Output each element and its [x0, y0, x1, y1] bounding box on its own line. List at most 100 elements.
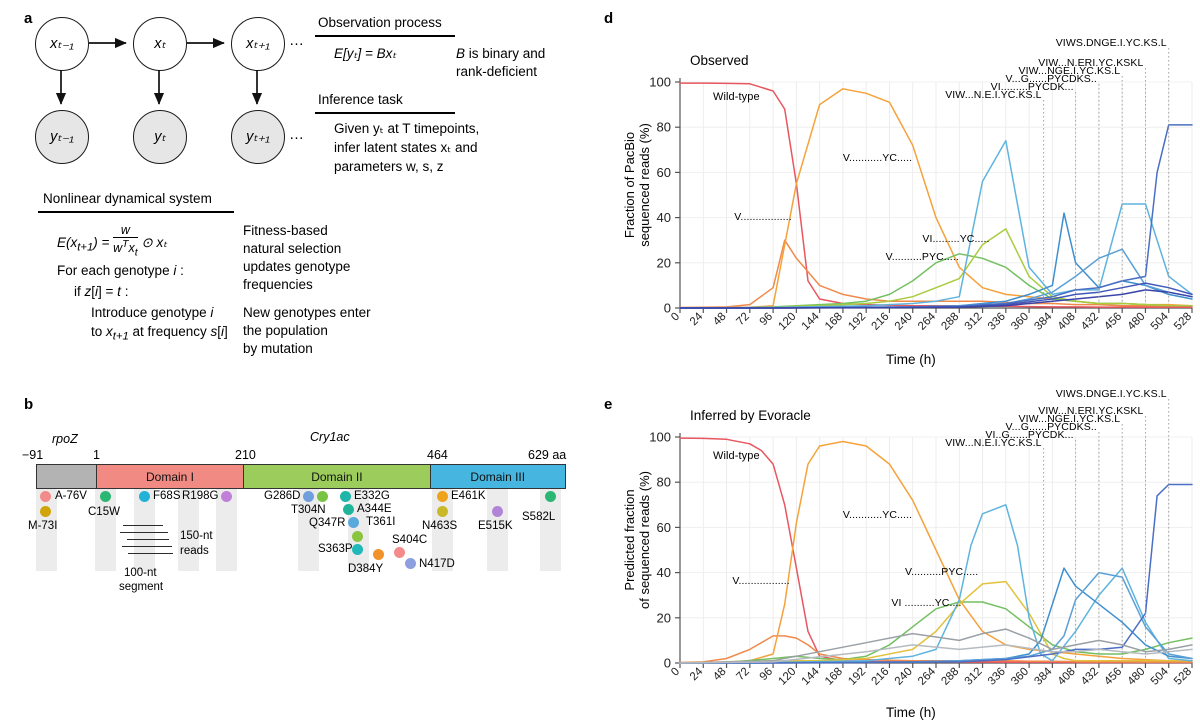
y-tick-label: 100 [649, 75, 671, 90]
observation-heading: Observation process [318, 15, 442, 30]
mutation-dot-r198g [221, 491, 232, 502]
segment-label-line1: 100-nt [124, 567, 157, 579]
x-tick-label: 192 [846, 666, 868, 688]
genotype-annotation: VIWS.DNGE.I.YC.KS.L [1055, 388, 1167, 400]
reads-label-line1: 150-nt [180, 530, 213, 542]
domain-i: Domain I [96, 465, 245, 488]
segment-shade [178, 489, 199, 571]
mutation-label-e461k: E461K [451, 490, 486, 502]
coord-210: 210 [235, 448, 256, 462]
dynamical-rule [38, 211, 234, 213]
panel-d-xlabel: Time (h) [886, 352, 936, 367]
mutation-dot-a-76v [40, 491, 51, 502]
x-tick-label: 384 [1032, 310, 1054, 332]
x-tick-label: 48 [711, 666, 729, 684]
mutation-label-e515k: E515K [478, 520, 513, 532]
segment-shade [540, 489, 561, 571]
read-line [128, 553, 173, 555]
reads-label-line2: reads [180, 545, 209, 557]
x-tick-label: 456 [1102, 666, 1124, 688]
observation-note-line1: B is binary and [456, 46, 546, 61]
inline-genotype-label: V...........YC..... [842, 151, 913, 164]
x-tick-label: 120 [776, 311, 798, 333]
node-y-next: yₜ₊₁ [231, 110, 285, 164]
genotype-annotation: VIW...N.ERI.YC.KSKL [1038, 57, 1144, 69]
y-tick-label: 20 [657, 255, 671, 270]
mutation-label-a344e: A344E [357, 503, 392, 515]
inline-genotype-label: V..........PYC..... [904, 565, 979, 578]
dynamical-introduce-line1: Introduce genotype i [91, 305, 214, 320]
x-tick-label: 528 [1172, 666, 1194, 688]
node-y-prev: yₜ₋₁ [35, 110, 89, 164]
mutation-label-e332g: E332G [354, 490, 390, 502]
observation-rule [315, 35, 455, 37]
genotype-annotation: VIW...N.E.I.YC.KS.L [945, 89, 1042, 101]
coord-629aa: 629 aa [528, 448, 567, 462]
y-tick-label: 80 [657, 475, 671, 490]
mutation-label-c15w: C15W [88, 506, 120, 518]
genotype-annotation: V...G......PYCDKS.. [1005, 421, 1097, 433]
series-line [679, 580, 1193, 664]
dynamical-heading: Nonlinear dynamical system [43, 191, 212, 206]
genotype-annotation: VI..G......PYCDK... [985, 429, 1074, 441]
gene-label-rpoz: rpoZ [52, 432, 78, 446]
inline-genotype-label: Wild-type [712, 450, 760, 463]
fitness-note-line3: updates genotype [243, 259, 351, 274]
genotype-annotation: VIWS.DNGE.I.YC.KS.L [1055, 37, 1167, 49]
series-line [679, 635, 1193, 664]
x-tick-label: 504 [1149, 310, 1171, 332]
mutation-note-line2: the population [243, 323, 328, 338]
inline-genotype-label: Wild-type [712, 90, 760, 103]
mutation-label-t361i: T361I [366, 516, 396, 528]
panel-e-letter: e [604, 396, 613, 413]
x-tick-label: 288 [939, 666, 961, 688]
x-tick-label: 216 [870, 666, 892, 688]
x-tick-label: 312 [963, 311, 985, 333]
x-tick-label: 432 [1079, 311, 1101, 333]
x-tick-label: 168 [823, 666, 845, 688]
mutation-dot-s404c [394, 547, 405, 558]
mutation-label-g286d: G286D [264, 490, 301, 502]
mutation-dot-q347r [348, 517, 359, 528]
x-tick-label: 336 [986, 666, 1008, 688]
mutation-label-n463s: N463S [422, 520, 458, 532]
node-y-t: yₜ [133, 110, 187, 164]
inference-rule [315, 112, 455, 114]
fitness-note-line1: Fitness-based [243, 223, 328, 238]
y-tick-label: 60 [657, 520, 671, 535]
node-x-prev: xₜ₋₁ [35, 17, 89, 71]
panel-d-title: Observed [690, 53, 749, 68]
x-tick-label: 216 [870, 311, 892, 333]
coord-minus91: −91 [22, 448, 44, 462]
x-tick-label: 504 [1149, 665, 1171, 687]
observation-note-line2: rank-deficient [456, 64, 538, 79]
segment-shade [216, 489, 237, 571]
panel-a-arrows [55, 37, 263, 105]
x-tick-label: 120 [776, 666, 798, 688]
genotype-annotation: VIW...N.ERI.YC.KSKL [1038, 405, 1144, 417]
x-tick-label: 96 [758, 666, 776, 684]
panel-d-chart: 0 20 40 60 80 100 0 24 48 72 96 120 144 168 192 216 240 2… [600, 0, 1200, 360]
domain-ii: Domain II [244, 465, 431, 488]
mutation-dot-e515k [492, 506, 503, 517]
y-tick-label: 0 [664, 301, 671, 316]
x-tick-label: 72 [734, 311, 752, 329]
x-tick-label: 528 [1172, 311, 1194, 333]
inference-line1: Given yₜ at T timepoints, [334, 121, 480, 136]
series-line [679, 601, 1193, 664]
mutation-dot-g286d [303, 491, 314, 502]
inline-genotype-label: V................. [732, 574, 790, 587]
panel-d-letter: d [604, 10, 614, 27]
y-tick-label: 60 [657, 165, 671, 180]
node-x-next: xₜ₊₁ [231, 17, 285, 71]
coord-1: 1 [93, 448, 100, 462]
x-tick-label: 264 [916, 310, 938, 332]
mutation-dot-t361i [352, 531, 363, 542]
panel-a-letter: a [24, 10, 33, 27]
x-tick-label: 384 [1032, 665, 1054, 687]
mutation-dot-n463s [437, 506, 448, 517]
segment-shade [298, 489, 319, 571]
series-line [679, 483, 1193, 664]
panel-e-chart: 0 20 40 60 80 100 0 24 48 72 96 120 144 168 192 216 240 2… [600, 355, 1200, 715]
